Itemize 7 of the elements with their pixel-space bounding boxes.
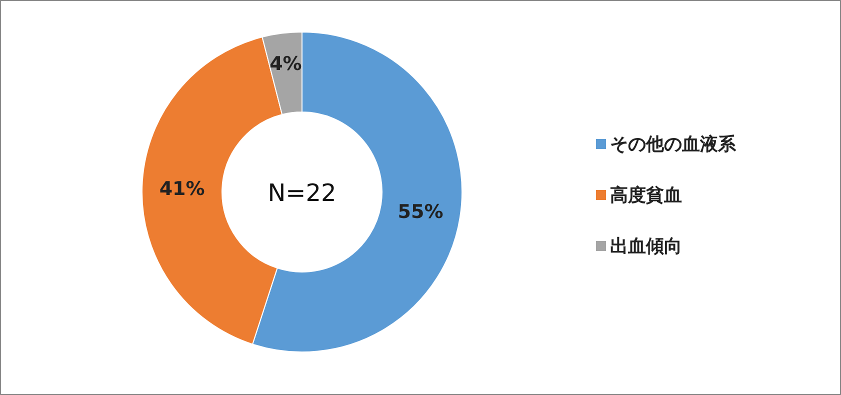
data-label: 41% bbox=[159, 178, 205, 200]
legend-label: 高度貧血 bbox=[610, 185, 682, 206]
text: N=22 bbox=[268, 179, 336, 207]
legend-label: その他の血液系 bbox=[610, 134, 737, 155]
legend-label: 出血傾向 bbox=[610, 236, 682, 257]
data-label: 55% bbox=[398, 200, 444, 223]
data-label: 4% bbox=[270, 53, 302, 76]
